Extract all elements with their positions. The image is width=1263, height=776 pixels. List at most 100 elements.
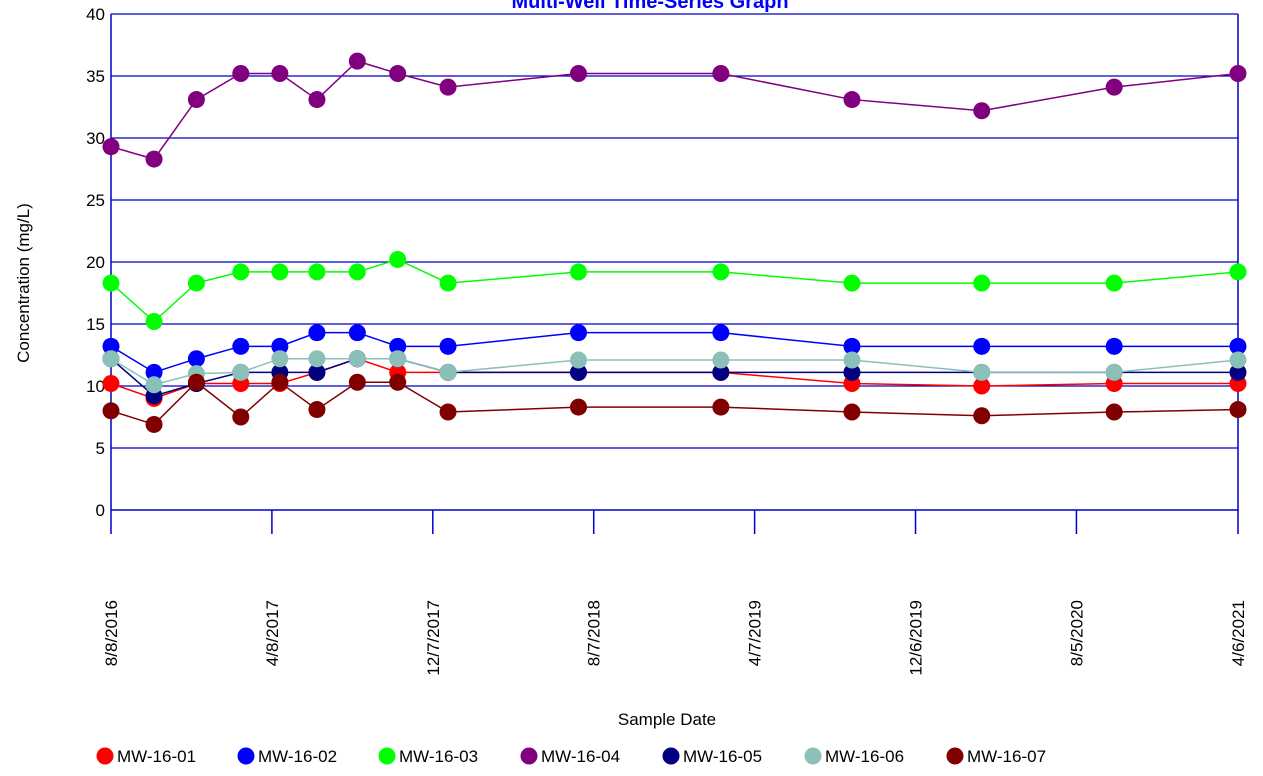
- data-point: [1105, 78, 1123, 96]
- data-point: [569, 263, 587, 281]
- legend-marker: [520, 747, 538, 765]
- legend-item: MW-16-06: [804, 747, 904, 766]
- data-point: [271, 263, 289, 281]
- y-tick-label: 15: [86, 315, 105, 334]
- legend-item: MW-16-05: [662, 747, 762, 766]
- data-point: [232, 65, 250, 83]
- data-point: [102, 402, 120, 420]
- y-tick-label: 25: [86, 191, 105, 210]
- data-point: [1105, 337, 1123, 355]
- legend-item: MW-16-02: [237, 747, 337, 766]
- x-tick-label: 12/6/2019: [907, 600, 926, 676]
- data-point: [712, 263, 730, 281]
- data-point: [308, 324, 326, 342]
- data-point: [439, 337, 457, 355]
- data-point: [348, 324, 366, 342]
- data-point: [1229, 337, 1247, 355]
- data-point: [1229, 363, 1247, 381]
- legend-marker: [946, 747, 964, 765]
- data-point: [1105, 403, 1123, 421]
- data-point: [973, 274, 991, 292]
- data-point: [1229, 401, 1247, 419]
- legend-label: MW-16-04: [541, 747, 620, 766]
- data-point: [1105, 274, 1123, 292]
- legend-marker: [804, 747, 822, 765]
- data-point: [102, 138, 120, 156]
- legend-label: MW-16-03: [399, 747, 478, 766]
- data-point: [843, 337, 861, 355]
- data-point: [271, 350, 289, 368]
- y-tick-label: 10: [86, 377, 105, 396]
- data-point: [973, 102, 991, 120]
- data-point: [973, 407, 991, 425]
- data-point: [187, 373, 205, 391]
- x-axis-title: Sample Date: [618, 710, 716, 729]
- data-point: [973, 377, 991, 395]
- data-point: [308, 401, 326, 419]
- x-tick-label: 4/7/2019: [746, 600, 765, 666]
- data-point: [102, 350, 120, 368]
- legend-marker: [378, 747, 396, 765]
- data-point: [271, 373, 289, 391]
- data-point: [271, 65, 289, 83]
- legend-item: MW-16-07: [946, 747, 1046, 766]
- data-point: [145, 415, 163, 433]
- data-point: [145, 313, 163, 331]
- data-point: [973, 337, 991, 355]
- data-point: [712, 363, 730, 381]
- data-point: [712, 398, 730, 416]
- y-tick-label: 0: [96, 501, 105, 520]
- data-point: [232, 337, 250, 355]
- data-point: [712, 65, 730, 83]
- data-point: [439, 363, 457, 381]
- x-tick-label: 4/6/2021: [1229, 600, 1248, 666]
- data-point: [569, 324, 587, 342]
- legend-marker: [237, 747, 255, 765]
- data-point: [232, 408, 250, 426]
- data-point: [843, 363, 861, 381]
- data-point: [569, 65, 587, 83]
- data-point: [389, 350, 407, 368]
- data-point: [232, 263, 250, 281]
- y-tick-label: 5: [96, 439, 105, 458]
- data-point: [843, 351, 861, 369]
- data-point: [439, 78, 457, 96]
- data-point: [389, 65, 407, 83]
- data-point: [1229, 65, 1247, 83]
- data-point: [1229, 263, 1247, 281]
- legend-item: MW-16-01: [96, 747, 196, 766]
- legend-item: MW-16-04: [520, 747, 620, 766]
- y-tick-label: 35: [86, 67, 105, 86]
- series-MW-16-04: [102, 52, 1247, 168]
- legend-item: MW-16-03: [378, 747, 478, 766]
- legend-label: MW-16-06: [825, 747, 904, 766]
- legend-label: MW-16-05: [683, 747, 762, 766]
- data-point: [1105, 363, 1123, 381]
- data-point: [843, 274, 861, 292]
- data-point: [102, 337, 120, 355]
- data-point: [389, 337, 407, 355]
- x-tick-label: 8/8/2016: [102, 600, 121, 666]
- data-point: [308, 91, 326, 109]
- data-point: [145, 150, 163, 168]
- series-MW-16-02: [102, 324, 1247, 381]
- data-point: [569, 398, 587, 416]
- data-point: [271, 337, 289, 355]
- data-point: [187, 91, 205, 109]
- data-point: [389, 373, 407, 391]
- data-point: [187, 274, 205, 292]
- axes: 0 5 10 15 20 25 30 35 40 8/8/2016 4/8/2017 12/7/201…: [86, 5, 1248, 676]
- chart-title: Multi-Well Time-Series Graph: [511, 0, 788, 13]
- data-point: [973, 363, 991, 381]
- data-point: [348, 52, 366, 70]
- data-point: [145, 376, 163, 394]
- data-point: [569, 351, 587, 369]
- data-point: [348, 350, 366, 368]
- data-point: [439, 274, 457, 292]
- data-point: [712, 351, 730, 369]
- data-point: [389, 251, 407, 269]
- x-tick-label: 8/7/2018: [585, 600, 604, 666]
- y-tick-label: 40: [86, 5, 105, 24]
- data-point: [102, 375, 120, 393]
